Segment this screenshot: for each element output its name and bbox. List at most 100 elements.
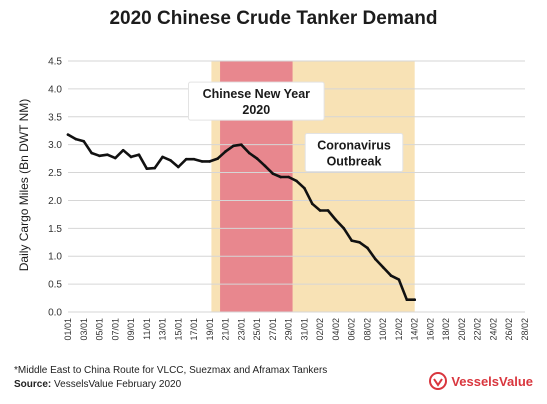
footnote: *Middle East to China Route for VLCC, Su… xyxy=(14,365,328,376)
data-point xyxy=(90,151,93,155)
vesselsvalue-logo[interactable]: VesselsValue xyxy=(429,372,533,390)
data-point xyxy=(153,166,156,170)
data-point xyxy=(342,227,346,230)
source-line: Source: VesselsValue February 2020 xyxy=(14,379,181,390)
x-tick-label: 31/01 xyxy=(299,318,309,341)
annotation-line1: Coronavirus xyxy=(317,138,391,152)
x-tick-label: 08/02 xyxy=(362,318,372,341)
data-point xyxy=(192,157,196,161)
data-point xyxy=(287,175,290,179)
data-point xyxy=(129,155,133,159)
logo-mark-icon xyxy=(429,372,448,390)
y-tick-label: 3.5 xyxy=(48,112,62,123)
x-tick-label: 25/01 xyxy=(252,318,262,341)
data-point xyxy=(177,165,180,169)
x-tick-label: 10/02 xyxy=(378,318,388,341)
x-tick-label: 22/02 xyxy=(473,318,483,341)
y-tick-label: 3.0 xyxy=(48,140,62,151)
x-tick-label: 27/01 xyxy=(268,318,278,341)
data-point xyxy=(247,151,251,155)
data-point xyxy=(255,157,259,160)
data-point xyxy=(279,175,283,179)
x-tick-label: 16/02 xyxy=(425,318,435,341)
data-point xyxy=(216,157,220,160)
data-point xyxy=(98,154,101,158)
y-tick-label: 0.5 xyxy=(48,280,62,291)
data-point xyxy=(82,140,86,143)
annotation-line1: Chinese New Year xyxy=(203,87,311,101)
data-point xyxy=(184,157,188,161)
gridlines xyxy=(68,60,525,313)
data-point xyxy=(74,137,78,141)
x-tick-label: 11/01 xyxy=(142,318,152,340)
data-point xyxy=(66,133,70,136)
data-point xyxy=(350,239,353,242)
x-tick-labels: 01/01 03/01 05/01 07/01 09/01 11/01 13/01 15/01… xyxy=(63,318,530,341)
data-point xyxy=(295,179,298,183)
x-tick-label: 18/02 xyxy=(441,318,451,341)
x-tick-label: 24/02 xyxy=(488,318,498,341)
x-tick-label: 14/02 xyxy=(410,318,420,341)
data-point xyxy=(405,298,409,302)
data-point xyxy=(303,186,306,190)
y-tick-labels: 0.0 0.5 1.0 1.5 2.0 2.5 3.0 3.5 4.0 4.5 xyxy=(48,57,62,319)
x-tick-label: 28/02 xyxy=(520,318,530,341)
data-point xyxy=(358,240,361,244)
data-point xyxy=(200,160,204,163)
x-tick-label: 29/01 xyxy=(284,318,294,341)
chart-svg: 0.0 0.5 1.0 1.5 2.0 2.5 3.0 3.5 4.0 4.5 01/01 03/0… xyxy=(17,57,530,341)
y-axis-label: Daily Cargo Miles (Bn DWT NM) xyxy=(17,99,31,271)
data-point xyxy=(334,218,338,222)
data-point xyxy=(389,274,393,278)
annotation-line2: Outbreak xyxy=(327,154,382,168)
annotation-box xyxy=(304,132,404,172)
data-point xyxy=(169,158,172,162)
x-tick-label: 04/02 xyxy=(331,318,341,341)
x-tick-label: 03/01 xyxy=(79,318,89,341)
annotations: Chinese New Year 2020 Coronavirus Outbreak xyxy=(188,81,404,172)
data-point xyxy=(161,155,164,159)
data-point xyxy=(232,144,235,148)
data-point xyxy=(106,153,109,157)
data-point xyxy=(113,156,117,160)
data-point xyxy=(271,172,275,175)
annotation-box xyxy=(188,81,325,121)
data-point xyxy=(145,167,149,170)
x-tick-label: 07/01 xyxy=(110,318,120,341)
x-tick-label: 21/01 xyxy=(221,318,231,341)
annotation-0: Chinese New Year 2020 xyxy=(188,81,325,121)
y-tick-label: 4.0 xyxy=(48,84,62,95)
y-tick-label: 1.5 xyxy=(48,224,62,235)
data-point xyxy=(208,160,212,163)
x-tick-label: 26/02 xyxy=(504,318,514,341)
y-tick-label: 1.0 xyxy=(48,252,62,263)
data-point xyxy=(263,164,267,168)
series-lines xyxy=(66,133,417,302)
x-tick-label: 20/02 xyxy=(457,318,467,341)
y-tick-label: 4.5 xyxy=(48,57,62,68)
x-tick-label: 13/01 xyxy=(158,318,168,341)
data-point xyxy=(121,148,125,152)
annotation-line2: 2020 xyxy=(242,103,270,117)
x-tick-label: 09/01 xyxy=(126,318,136,341)
source-text: VesselsValue February 2020 xyxy=(51,379,182,390)
y-tick-label: 0.0 xyxy=(48,308,62,319)
x-tick-label: 06/02 xyxy=(347,318,357,341)
data-point xyxy=(397,278,401,281)
x-tick-label: 01/01 xyxy=(63,318,73,341)
data-point xyxy=(310,202,314,206)
y-tick-label: 2.0 xyxy=(48,196,62,207)
x-tick-label: 02/02 xyxy=(315,318,325,341)
chart-title: 2020 Chinese Crude Tanker Demand xyxy=(109,8,438,29)
data-point xyxy=(381,266,385,269)
data-point xyxy=(224,150,227,153)
annotation-1: Coronavirus Outbreak xyxy=(304,132,404,172)
logo-text: VesselsValue xyxy=(451,373,533,389)
data-point xyxy=(318,209,322,212)
data-point xyxy=(366,246,369,250)
x-tick-label: 05/01 xyxy=(95,318,105,341)
source-label: Source: xyxy=(14,379,52,390)
x-tick-label: 17/01 xyxy=(189,318,199,341)
data-point xyxy=(373,257,377,261)
data-point xyxy=(413,298,416,302)
